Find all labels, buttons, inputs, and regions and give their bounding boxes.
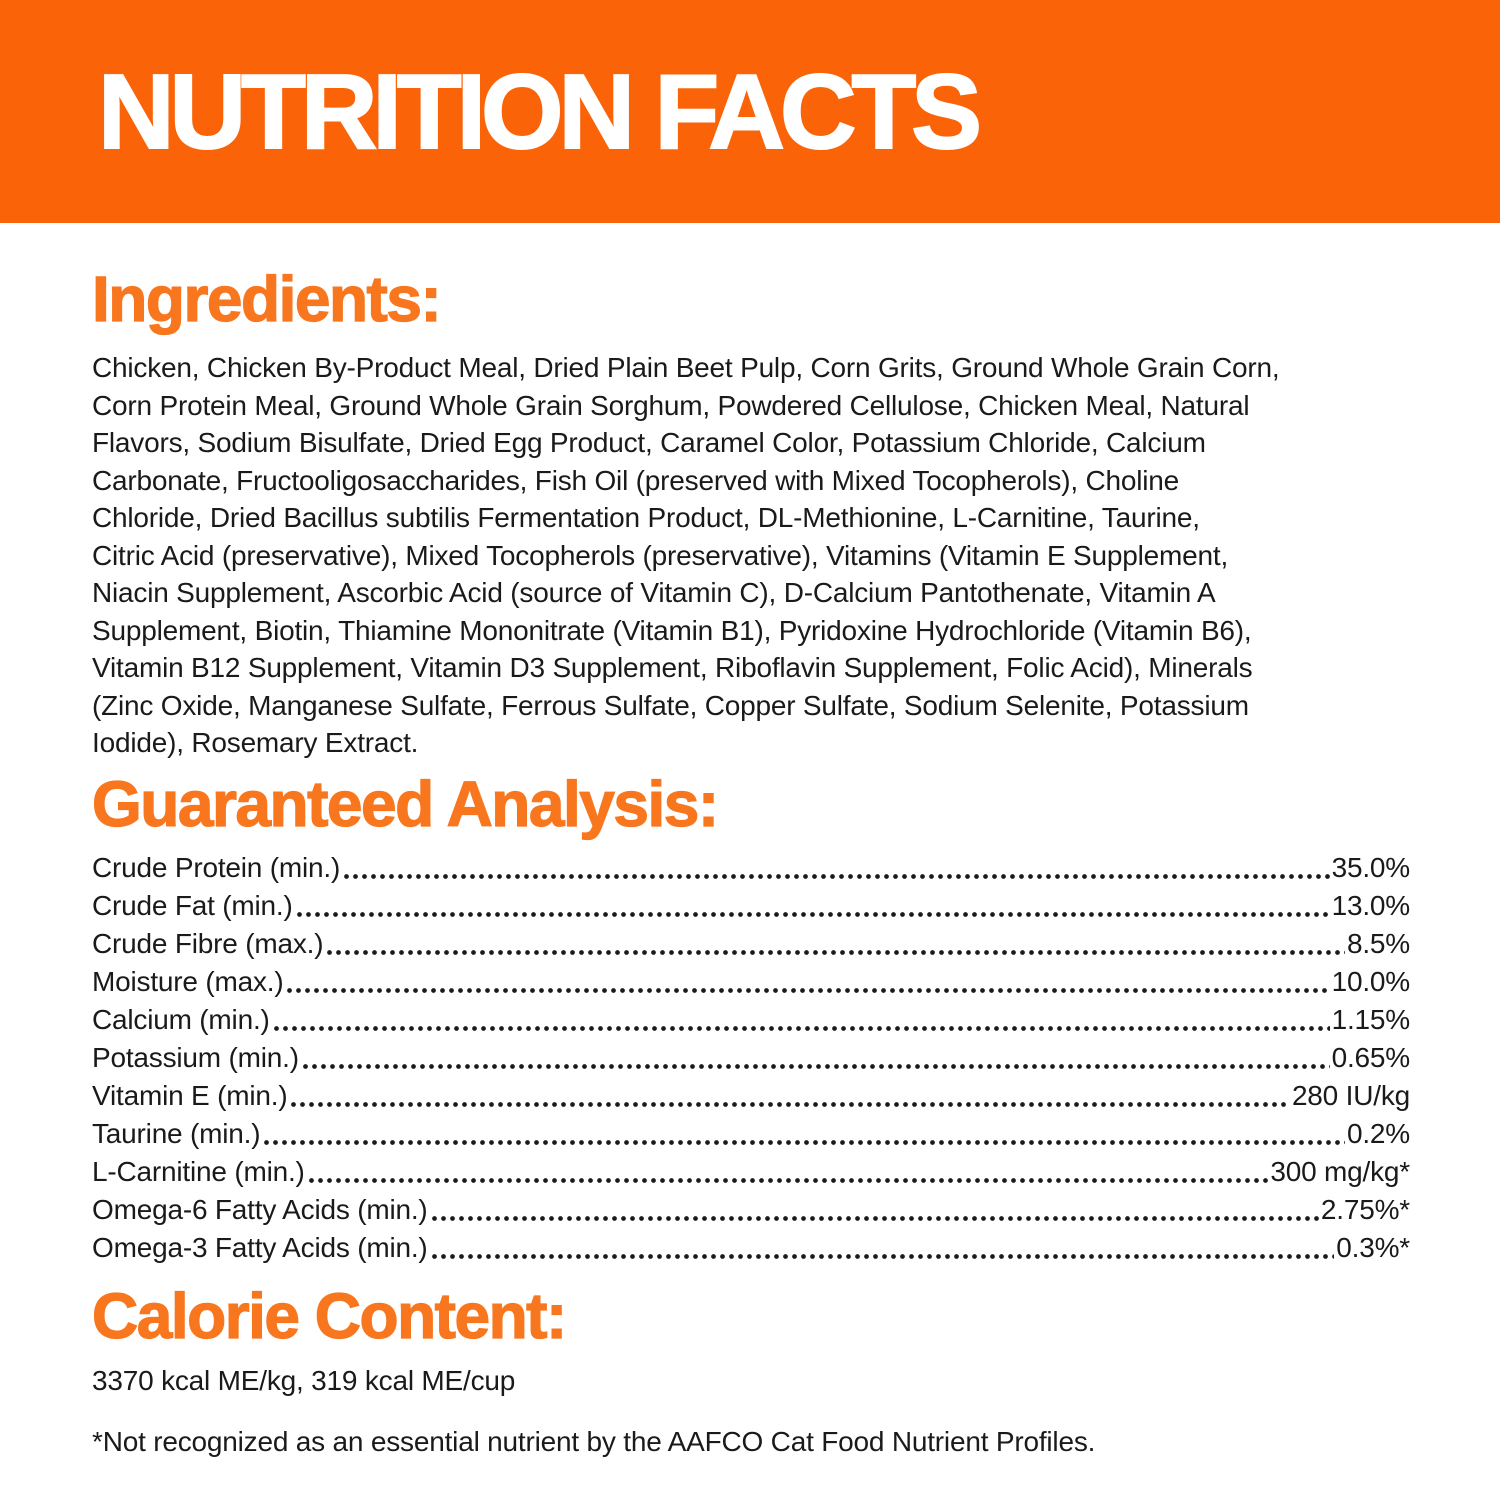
ingredients-line: (Zinc Oxide, Manganese Sulfate, Ferrous … xyxy=(92,689,1249,721)
dotted-leader xyxy=(342,872,1330,880)
analysis-row: Crude Protein (min.) 35.0% xyxy=(92,848,1410,886)
analysis-row: Omega-3 Fatty Acids (min.) 0.3%* xyxy=(92,1228,1410,1266)
analysis-value: 0.65% xyxy=(1331,1041,1411,1073)
ingredients-line: Niacin Supplement, Ascorbic Acid (source… xyxy=(92,577,1216,608)
analysis-value: 0.3%* xyxy=(1336,1231,1410,1263)
analysis-value: 13.0% xyxy=(1331,889,1411,921)
analysis-label: Crude Fat (min.) xyxy=(92,889,293,921)
dotted-leader xyxy=(306,1176,1269,1184)
analysis-row: Taurine (min.) 0.2% xyxy=(92,1114,1410,1152)
calorie-content-heading: Calorie Content: xyxy=(91,1279,568,1352)
analysis-label: Moisture (max.) xyxy=(92,965,284,997)
analysis-label: Omega-6 Fatty Acids (min.) xyxy=(92,1193,428,1225)
ingredients-section: Ingredients: Chicken, Chicken By-Product… xyxy=(91,263,1410,762)
dotted-leader xyxy=(285,986,1330,994)
analysis-value: 2.75%* xyxy=(1320,1193,1410,1225)
ingredients-line: Iodide), Rosemary Extract. xyxy=(92,727,419,758)
header-banner: NUTRITION FACTS xyxy=(0,0,1500,223)
footnote: *Not recognized as an essential nutrient… xyxy=(92,1426,1096,1457)
analysis-label: Omega-3 Fatty Acids (min.) xyxy=(92,1231,428,1263)
dotted-leader xyxy=(300,1062,1330,1070)
dotted-leader xyxy=(271,1024,1330,1032)
dotted-leader xyxy=(429,1252,1335,1260)
analysis-value: 35.0% xyxy=(1331,851,1411,883)
analysis-row: L-Carnitine (min.) 300 mg/kg* xyxy=(92,1152,1410,1190)
calorie-content-text: 3370 kcal ME/kg, 319 kcal ME/cup xyxy=(92,1364,516,1396)
analysis-label: Crude Protein (min.) xyxy=(92,851,341,883)
analysis-label: Vitamin E (min.) xyxy=(92,1079,288,1111)
guaranteed-analysis-section: Guaranteed Analysis: Crude Protein (min.… xyxy=(91,767,1410,1266)
analysis-row: Omega-6 Fatty Acids (min.) 2.75%* xyxy=(92,1190,1410,1228)
ingredients-line: Citric Acid (preservative), Mixed Tocoph… xyxy=(92,539,1229,571)
ingredients-text: Chicken, Chicken By-Product Meal, Dried … xyxy=(92,349,1410,762)
ingredients-line: Supplement, Biotin, Thiamine Mononitrate… xyxy=(92,614,1252,646)
analysis-value: 300 mg/kg* xyxy=(1270,1155,1410,1187)
analysis-label: Taurine (min.) xyxy=(92,1117,261,1149)
ingredients-heading: Ingredients: xyxy=(91,263,442,335)
ingredients-line: Flavors, Sodium Bisulfate, Dried Egg Pro… xyxy=(92,427,1206,458)
analysis-row: Vitamin E (min.) 280 IU/kg xyxy=(92,1076,1410,1114)
dotted-leader xyxy=(325,948,1345,956)
analysis-value: 0.2% xyxy=(1346,1117,1410,1149)
analysis-value: 1.15% xyxy=(1331,1003,1411,1035)
ingredients-line: Vitamin B12 Supplement, Vitamin D3 Suppl… xyxy=(92,652,1253,683)
analysis-value: 10.0% xyxy=(1331,965,1411,997)
dotted-leader xyxy=(289,1100,1290,1108)
ingredients-line: Carbonate, Fructooligosaccharides, Fish … xyxy=(92,464,1180,496)
ingredients-line: Chloride, Dried Bacillus subtilis Fermen… xyxy=(92,502,1200,533)
analysis-label: Crude Fibre (max.) xyxy=(92,927,324,959)
dotted-leader xyxy=(262,1138,1345,1146)
nutrition-facts-label: NUTRITION FACTS Ingredients: Chicken, Ch… xyxy=(0,0,1500,1461)
analysis-value: 280 IU/kg xyxy=(1291,1079,1410,1111)
label-content: Ingredients: Chicken, Chicken By-Product… xyxy=(0,263,1500,1461)
analysis-label: L-Carnitine (min.) xyxy=(92,1155,305,1187)
analysis-row: Potassium (min.) 0.65% xyxy=(92,1038,1410,1076)
analysis-row: Crude Fibre (max.) 8.5% xyxy=(92,924,1410,962)
ingredients-line: Chicken, Chicken By-Product Meal, Dried … xyxy=(92,352,1280,383)
ingredients-line: Corn Protein Meal, Ground Whole Grain So… xyxy=(92,389,1250,421)
page-title: NUTRITION FACTS xyxy=(97,52,983,171)
analysis-row: Calcium (min.) 1.15% xyxy=(92,1000,1410,1038)
guaranteed-analysis-list: Crude Protein (min.) 35.0% Crude Fat (mi… xyxy=(92,848,1410,1266)
guaranteed-analysis-heading: Guaranteed Analysis: xyxy=(91,767,719,840)
dotted-leader xyxy=(294,910,1330,918)
calorie-content-section: Calorie Content: 3370 kcal ME/kg, 319 kc… xyxy=(91,1279,1410,1400)
dotted-leader xyxy=(429,1214,1319,1222)
analysis-row: Crude Fat (min.) 13.0% xyxy=(92,886,1410,924)
analysis-row: Moisture (max.) 10.0% xyxy=(92,962,1410,1000)
analysis-label: Potassium (min.) xyxy=(92,1041,299,1073)
analysis-label: Calcium (min.) xyxy=(92,1003,270,1035)
analysis-value: 8.5% xyxy=(1346,927,1410,959)
